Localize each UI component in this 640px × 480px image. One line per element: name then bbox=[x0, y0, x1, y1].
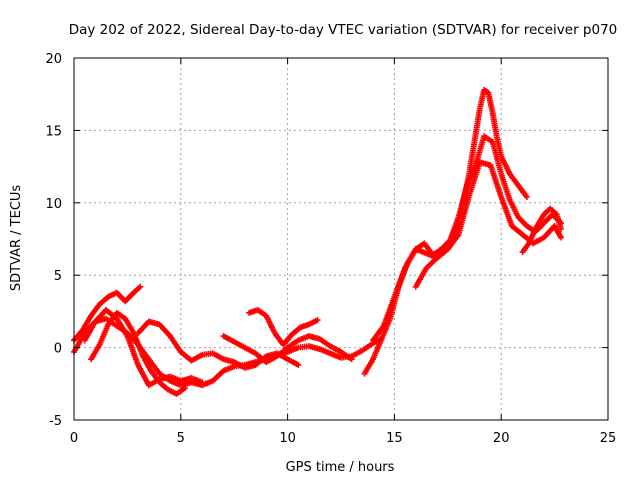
x-tick-label: 10 bbox=[279, 431, 296, 446]
series-track-3 bbox=[81, 306, 206, 389]
series-track-5 bbox=[135, 318, 302, 371]
data-point-marker bbox=[182, 385, 189, 392]
chart-title: Day 202 of 2022, Sidereal Day-to-day VTE… bbox=[69, 22, 618, 38]
series-track-11 bbox=[519, 205, 565, 256]
y-axis-label: SDTVAR / TECUs bbox=[9, 185, 24, 292]
x-tick-label: 20 bbox=[493, 431, 510, 446]
y-tick-label: 0 bbox=[54, 342, 62, 357]
x-tick-label: 25 bbox=[600, 431, 617, 446]
x-axis-label: GPS time / hours bbox=[286, 460, 395, 475]
data-point-marker bbox=[137, 283, 144, 290]
series-track-8 bbox=[361, 133, 565, 377]
data-point-marker bbox=[523, 194, 530, 201]
data-point-marker bbox=[295, 361, 302, 368]
series-track-4 bbox=[88, 309, 189, 397]
data-point-marker bbox=[348, 356, 355, 363]
data-point-marker bbox=[558, 234, 565, 241]
y-tick-label: -5 bbox=[49, 414, 62, 429]
data-series bbox=[71, 86, 565, 397]
series-track-1 bbox=[71, 283, 144, 344]
data-point-marker bbox=[558, 225, 565, 232]
data-point-marker bbox=[314, 317, 321, 324]
y-tick-label: 15 bbox=[45, 124, 62, 139]
grid-lines bbox=[74, 58, 608, 420]
y-tick-label: 5 bbox=[54, 269, 62, 284]
series-track-10 bbox=[412, 86, 530, 290]
x-tick-label: 0 bbox=[70, 431, 78, 446]
x-tick-label: 15 bbox=[386, 431, 403, 446]
data-point-marker bbox=[199, 379, 206, 386]
series-track-6 bbox=[220, 333, 355, 366]
plot-frame bbox=[73, 57, 609, 421]
x-tick-label: 5 bbox=[177, 431, 185, 446]
axis-ticks: 0 5 10 15 20 25 -5 0 5 10 15 20 bbox=[45, 52, 616, 446]
y-tick-label: 10 bbox=[45, 197, 62, 212]
y-tick-label: 20 bbox=[45, 52, 62, 67]
series-track-7 bbox=[246, 306, 321, 348]
